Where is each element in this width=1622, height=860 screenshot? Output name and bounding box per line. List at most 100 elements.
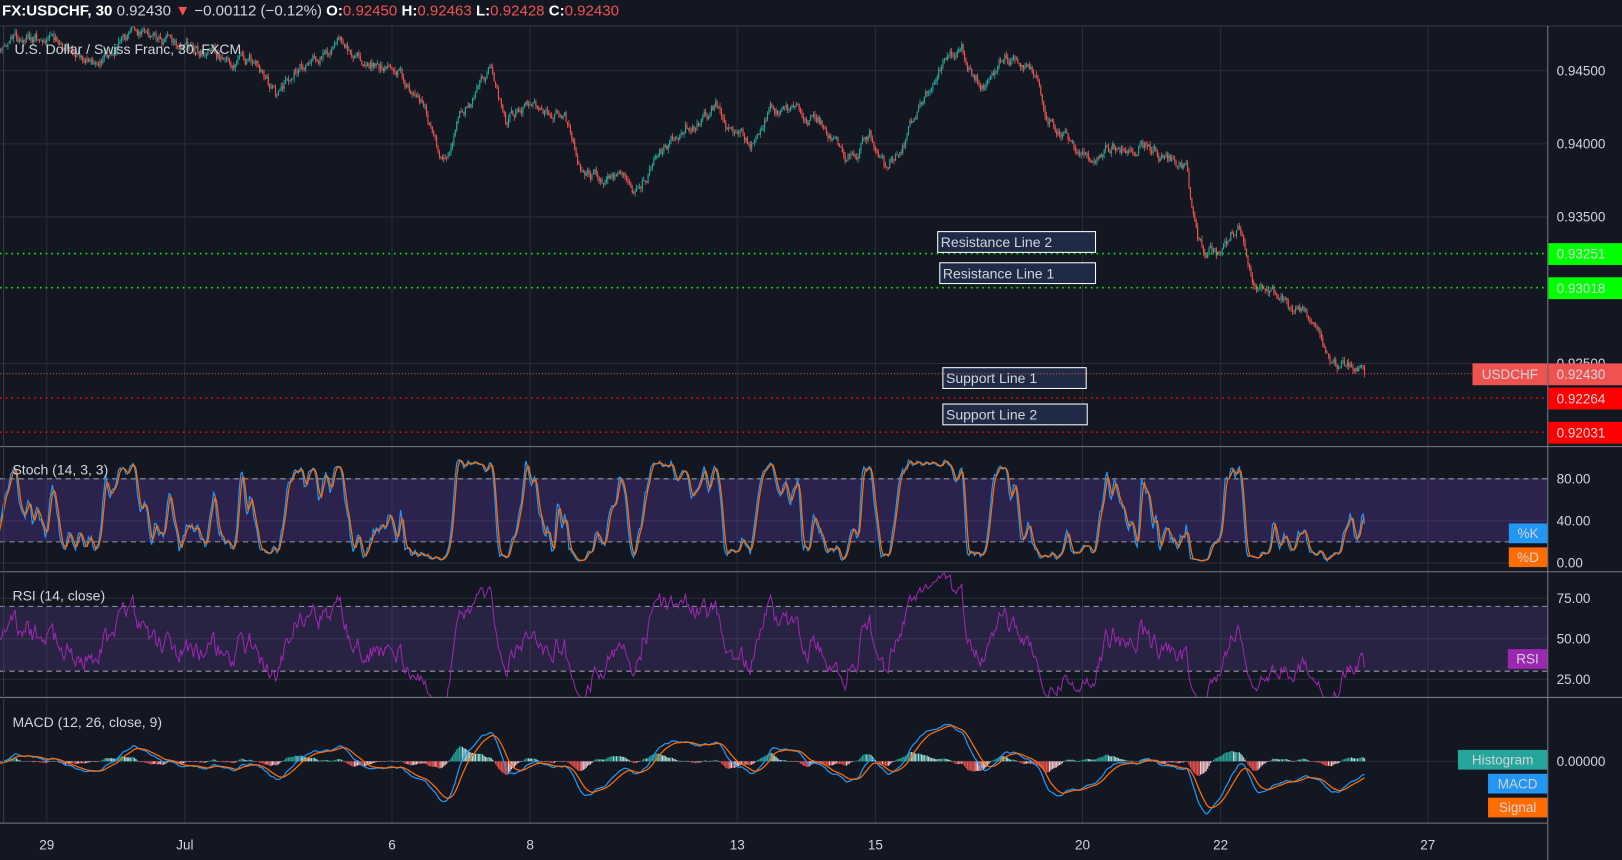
candle[interactable] [775, 107, 777, 118]
candle[interactable] [316, 59, 318, 63]
candle[interactable] [781, 107, 783, 113]
candle[interactable] [14, 28, 16, 37]
candle[interactable] [348, 45, 350, 51]
candle[interactable] [302, 63, 304, 73]
candle[interactable] [365, 62, 367, 69]
candle[interactable] [640, 185, 642, 193]
candle[interactable] [932, 82, 934, 93]
candle[interactable] [538, 105, 540, 112]
candle[interactable] [907, 125, 910, 136]
candle[interactable] [513, 114, 515, 121]
candle[interactable] [539, 107, 541, 111]
candle[interactable] [615, 173, 617, 177]
candle[interactable] [256, 60, 258, 68]
candle[interactable] [785, 101, 787, 111]
candle[interactable] [1355, 367, 1357, 374]
candle[interactable] [520, 107, 523, 117]
candle[interactable] [506, 121, 508, 128]
candle[interactable] [667, 143, 669, 154]
candle[interactable] [739, 129, 741, 138]
candle[interactable] [1224, 238, 1226, 248]
candle[interactable] [1132, 147, 1134, 156]
candle[interactable] [149, 34, 151, 40]
candle[interactable] [982, 83, 984, 92]
candle[interactable] [1258, 283, 1261, 290]
candle[interactable] [634, 188, 636, 197]
candle[interactable] [1322, 334, 1324, 348]
candle[interactable] [159, 32, 161, 40]
candle[interactable] [433, 129, 435, 137]
candle[interactable] [1290, 305, 1292, 312]
candle[interactable] [1195, 218, 1197, 229]
candle[interactable] [417, 92, 419, 98]
candle[interactable] [532, 101, 534, 109]
candle[interactable] [848, 153, 851, 160]
candle[interactable] [1171, 154, 1173, 163]
candle[interactable] [594, 168, 596, 176]
candle[interactable] [397, 69, 399, 79]
candle[interactable] [978, 79, 980, 88]
candle[interactable] [453, 133, 455, 147]
candle[interactable] [568, 120, 570, 128]
candle[interactable] [237, 54, 239, 65]
candle[interactable] [1235, 229, 1238, 239]
candle[interactable] [155, 30, 157, 43]
candle[interactable] [466, 106, 468, 109]
candle[interactable] [425, 103, 428, 117]
candle[interactable] [529, 101, 531, 107]
candle[interactable] [811, 114, 813, 117]
candle[interactable] [801, 108, 803, 119]
candle[interactable] [838, 143, 840, 148]
candle[interactable] [1069, 136, 1071, 141]
candle[interactable] [15, 29, 18, 42]
candle[interactable] [1179, 162, 1181, 168]
candle[interactable] [200, 49, 202, 59]
candle[interactable] [115, 47, 117, 56]
candle[interactable] [158, 34, 160, 43]
candle[interactable] [26, 33, 28, 43]
candle[interactable] [177, 44, 179, 50]
candle[interactable] [699, 123, 701, 127]
candle[interactable] [768, 106, 770, 115]
candle[interactable] [410, 89, 412, 95]
candle[interactable] [408, 81, 410, 93]
candle[interactable] [276, 93, 278, 99]
candle[interactable] [1100, 152, 1102, 158]
candle[interactable] [197, 42, 199, 55]
candle[interactable] [284, 75, 287, 85]
candle[interactable] [118, 37, 120, 47]
candle[interactable] [185, 37, 187, 46]
candle[interactable] [1293, 310, 1295, 315]
candle[interactable] [287, 75, 289, 85]
candle[interactable] [998, 57, 1000, 70]
candle[interactable] [18, 36, 20, 44]
candle[interactable] [1313, 322, 1315, 327]
candle[interactable] [1178, 160, 1180, 170]
line-label-box[interactable] [937, 231, 1097, 253]
candle[interactable] [890, 155, 892, 164]
candle[interactable] [808, 119, 810, 126]
candle[interactable] [354, 54, 356, 59]
candle[interactable] [1237, 223, 1239, 231]
candle[interactable] [459, 110, 461, 118]
candle[interactable] [919, 99, 921, 109]
candle[interactable] [156, 37, 159, 42]
candle[interactable] [194, 44, 196, 53]
candle[interactable] [588, 168, 590, 178]
candle[interactable] [674, 136, 676, 142]
candle[interactable] [362, 64, 364, 68]
candle[interactable] [123, 33, 125, 41]
candle[interactable] [1024, 62, 1026, 70]
candle[interactable] [444, 154, 446, 160]
candle[interactable] [57, 39, 59, 46]
candle[interactable] [377, 59, 379, 65]
candle[interactable] [905, 138, 907, 150]
candle[interactable] [693, 125, 695, 133]
candle[interactable] [1276, 292, 1278, 300]
candle[interactable] [292, 78, 294, 80]
candle[interactable] [522, 106, 524, 117]
candle[interactable] [995, 70, 997, 75]
candle[interactable] [77, 49, 79, 56]
candle[interactable] [1151, 146, 1153, 156]
candle[interactable] [837, 136, 839, 146]
